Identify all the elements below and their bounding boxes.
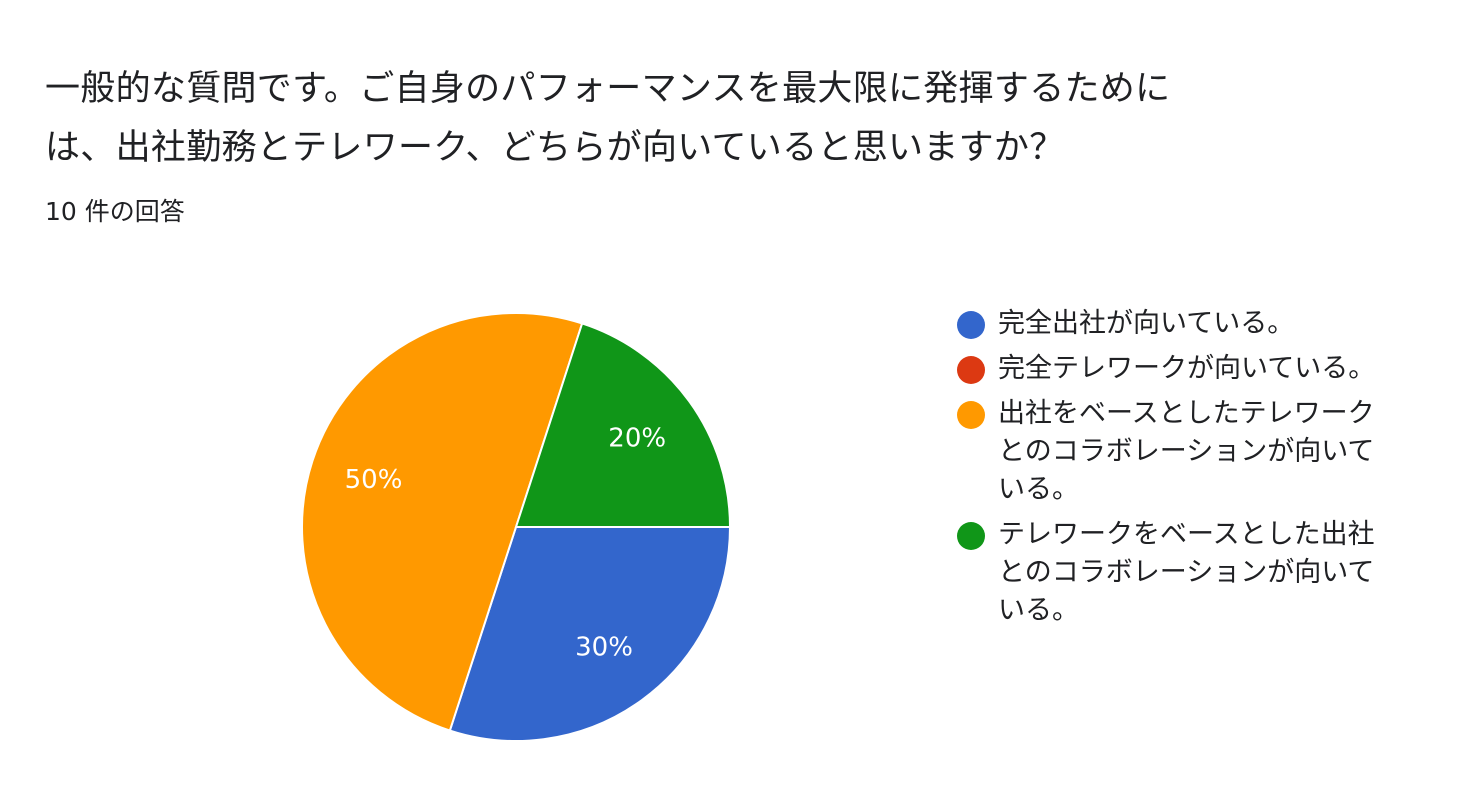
chart-title: 一般的な質問です。ご自身のパフォーマンスを最大限に発揮するために は、出社勤務と… <box>45 60 1305 178</box>
legend-swatch-0 <box>957 311 985 339</box>
legend-label-3-line-1: とのコラボレーションが向いて <box>998 557 1375 588</box>
legend-item-1: 完全テレワークが向いている。 <box>956 350 1426 388</box>
pie-slice-0 <box>448 526 732 742</box>
pie-slice-2 <box>301 312 584 732</box>
legend-label-2-line-2: いる。 <box>998 474 1079 505</box>
legend-label-3-line-0: テレワークをベースとした出社 <box>998 519 1375 550</box>
pie-slice-label-2: 50% <box>345 465 403 495</box>
pie-slice-3 <box>514 322 732 528</box>
chart-title-line-1: 一般的な質問です。ご自身のパフォーマンスを最大限に発揮するために <box>45 69 1171 109</box>
chart-legend: 完全出社が向いている。 完全テレワークが向いている。 出社をベースとしたテレワークと… <box>956 305 1426 637</box>
legend-label-1-line-0: 完全テレワークが向いている。 <box>998 353 1376 384</box>
legend-swatch-3 <box>957 522 985 550</box>
legend-label-2-line-0: 出社をベースとしたテレワーク <box>998 398 1375 429</box>
legend-swatch-2 <box>957 401 985 429</box>
chart-title-line-2: は、出社勤務とテレワーク、どちらが向いていると思いますか？ <box>45 128 1065 168</box>
legend-label-3-line-2: いる。 <box>998 595 1079 626</box>
pie-slice-label-0: 30% <box>575 633 633 663</box>
legend-item-0: 完全出社が向いている。 <box>956 305 1426 343</box>
response-count: 10 件の回答 <box>45 197 185 226</box>
legend-item-3: テレワークをベースとした出社 とのコラボレーションが向いて いる。 <box>956 516 1426 630</box>
pie-slice-label-3: 20% <box>608 423 666 453</box>
legend-label-0-line-0: 完全出社が向いている。 <box>998 308 1295 339</box>
legend-item-2: 出社をベースとしたテレワーク とのコラボレーションが向いて いる。 <box>956 395 1426 509</box>
legend-label-2-line-1: とのコラボレーションが向いて <box>998 436 1375 467</box>
legend-swatch-1 <box>957 356 985 384</box>
